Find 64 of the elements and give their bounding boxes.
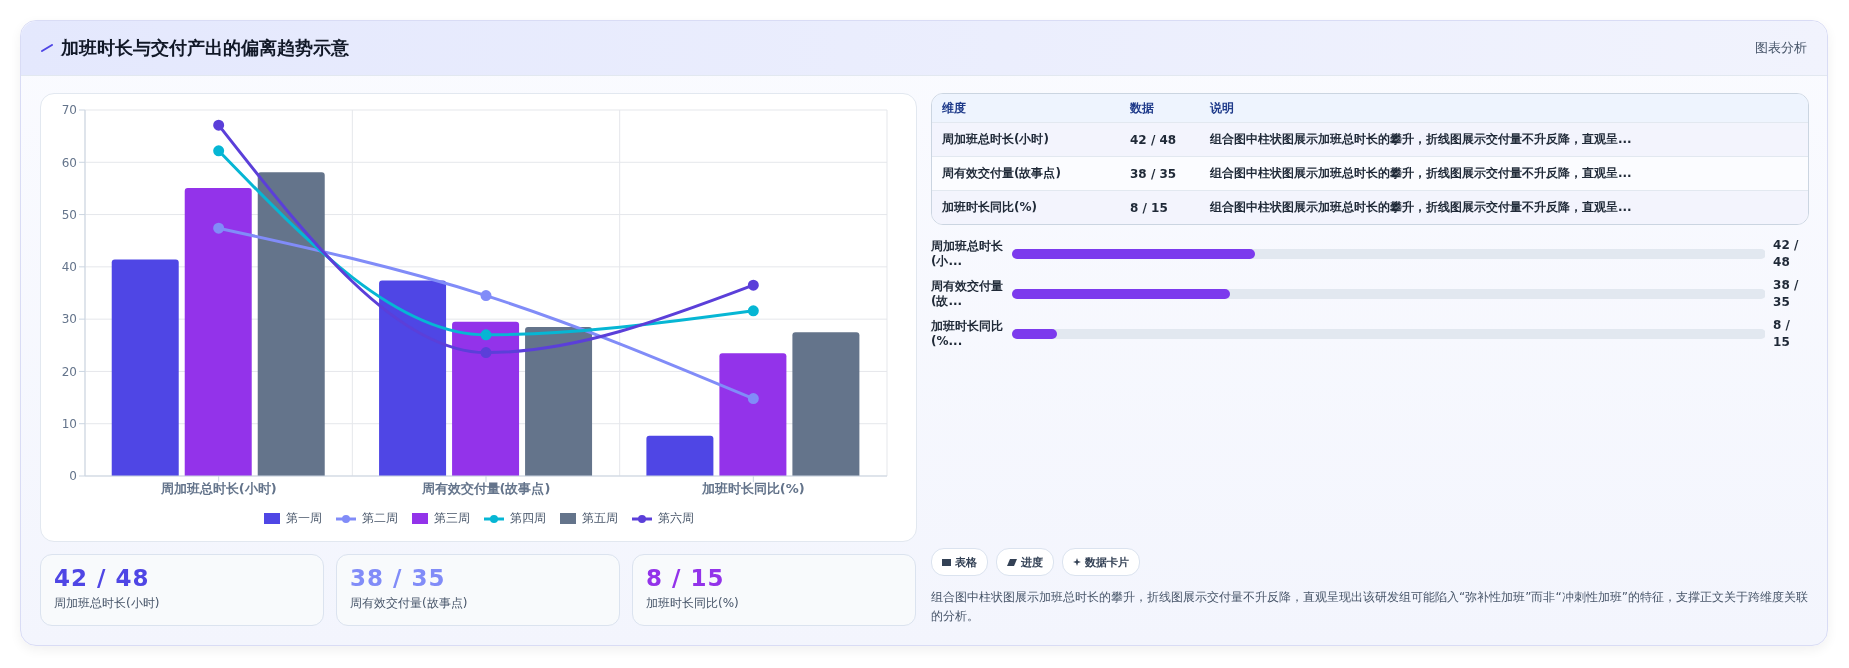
text: 组合图中柱状图展示加班总时长的攀升，折线图展示交付量不升反降，直观呈... — [1210, 199, 1633, 216]
bar — [111, 259, 179, 476]
legend-label: 第四周 — [508, 510, 546, 527]
legend-label: 第五周 — [580, 510, 618, 527]
text: 周有效交付量(故... — [931, 279, 1004, 309]
point — [213, 119, 225, 131]
point — [480, 329, 492, 341]
legend-label: 第一周 — [284, 510, 322, 527]
text: 进度 — [996, 548, 1054, 576]
text: 周加班总时长(小... — [931, 239, 1004, 269]
y-tick-label: 0 — [69, 469, 77, 484]
point — [213, 222, 225, 234]
text: 周有效交付量(故事点) — [941, 165, 1062, 182]
text: 组合图中柱状图展示加班总时长的攀升，折线图展示交付量不升反降，直观呈... — [1210, 131, 1633, 148]
y-tick-label: 50 — [61, 207, 77, 222]
y-tick-label: 10 — [61, 416, 77, 431]
point — [213, 145, 225, 157]
y-tick-label: 70 — [61, 103, 77, 118]
bar — [719, 353, 787, 476]
text: 数据 — [1130, 99, 1155, 117]
y-tick-label: 60 — [61, 155, 77, 170]
text: 8 / 15 — [646, 565, 726, 591]
text: 加班时长同比(%... — [931, 319, 1004, 349]
text: 加班时长同比(%) — [941, 199, 1038, 216]
point — [747, 305, 759, 317]
text: 42 / 48 — [54, 565, 151, 591]
text: 38 / 35 — [350, 565, 447, 591]
bar — [452, 321, 520, 476]
bar — [646, 435, 714, 476]
text: 组合图中柱状图展示加班总时长的攀升，折线图展示交付量不升反降，直观呈现出该研发组可能陷入“弥补性加班”而非“冲刺性加班”的特征，支撑正文关于跨维度关联的分析。 — [931, 589, 1809, 625]
text: 38 / 35 — [1773, 277, 1800, 311]
text: 表格 — [931, 548, 988, 576]
bar — [792, 332, 860, 476]
bar — [257, 172, 325, 476]
text: 42 / 48 — [1130, 132, 1178, 147]
text: 周加班总时长(小时) — [941, 131, 1050, 148]
text: 42 / 48 — [1773, 237, 1800, 271]
text: 38 / 35 — [1130, 166, 1178, 181]
bar — [184, 187, 252, 476]
y-tick-label: 40 — [61, 260, 77, 275]
text: 图表分析 — [1755, 39, 1807, 57]
point — [747, 393, 759, 405]
text: 维度 — [941, 99, 967, 117]
text: 8 / 15 — [1130, 200, 1169, 215]
text: 加班时长同比(%) — [646, 595, 740, 612]
chart-title: 加班时长与交付产出的偏离趋势示意 — [61, 36, 349, 60]
bar — [525, 326, 593, 476]
text: 8 / 15 — [1773, 317, 1791, 351]
x-tick-label: 周加班总时长(小时) — [159, 481, 277, 497]
point — [480, 347, 492, 359]
legend-label: 第三周 — [432, 510, 470, 527]
text: 周加班总时长(小时) — [54, 595, 161, 612]
point — [480, 290, 492, 302]
text: 数据卡片 — [1062, 548, 1140, 576]
y-tick-label: 30 — [61, 312, 77, 327]
text: 说明 — [1210, 99, 1235, 117]
y-tick-label: 20 — [61, 364, 77, 379]
x-tick-label: 周有效交付量(故事点) — [420, 481, 551, 497]
text: 周有效交付量(故事点) — [350, 595, 469, 612]
text: 组合图中柱状图展示加班总时长的攀升，折线图展示交付量不升反降，直观呈... — [1210, 165, 1633, 182]
x-tick-label: 加班时长同比(%) — [700, 481, 805, 497]
legend-label: 第二周 — [360, 510, 398, 527]
legend-label: 第六周 — [656, 510, 694, 527]
point — [747, 279, 759, 291]
